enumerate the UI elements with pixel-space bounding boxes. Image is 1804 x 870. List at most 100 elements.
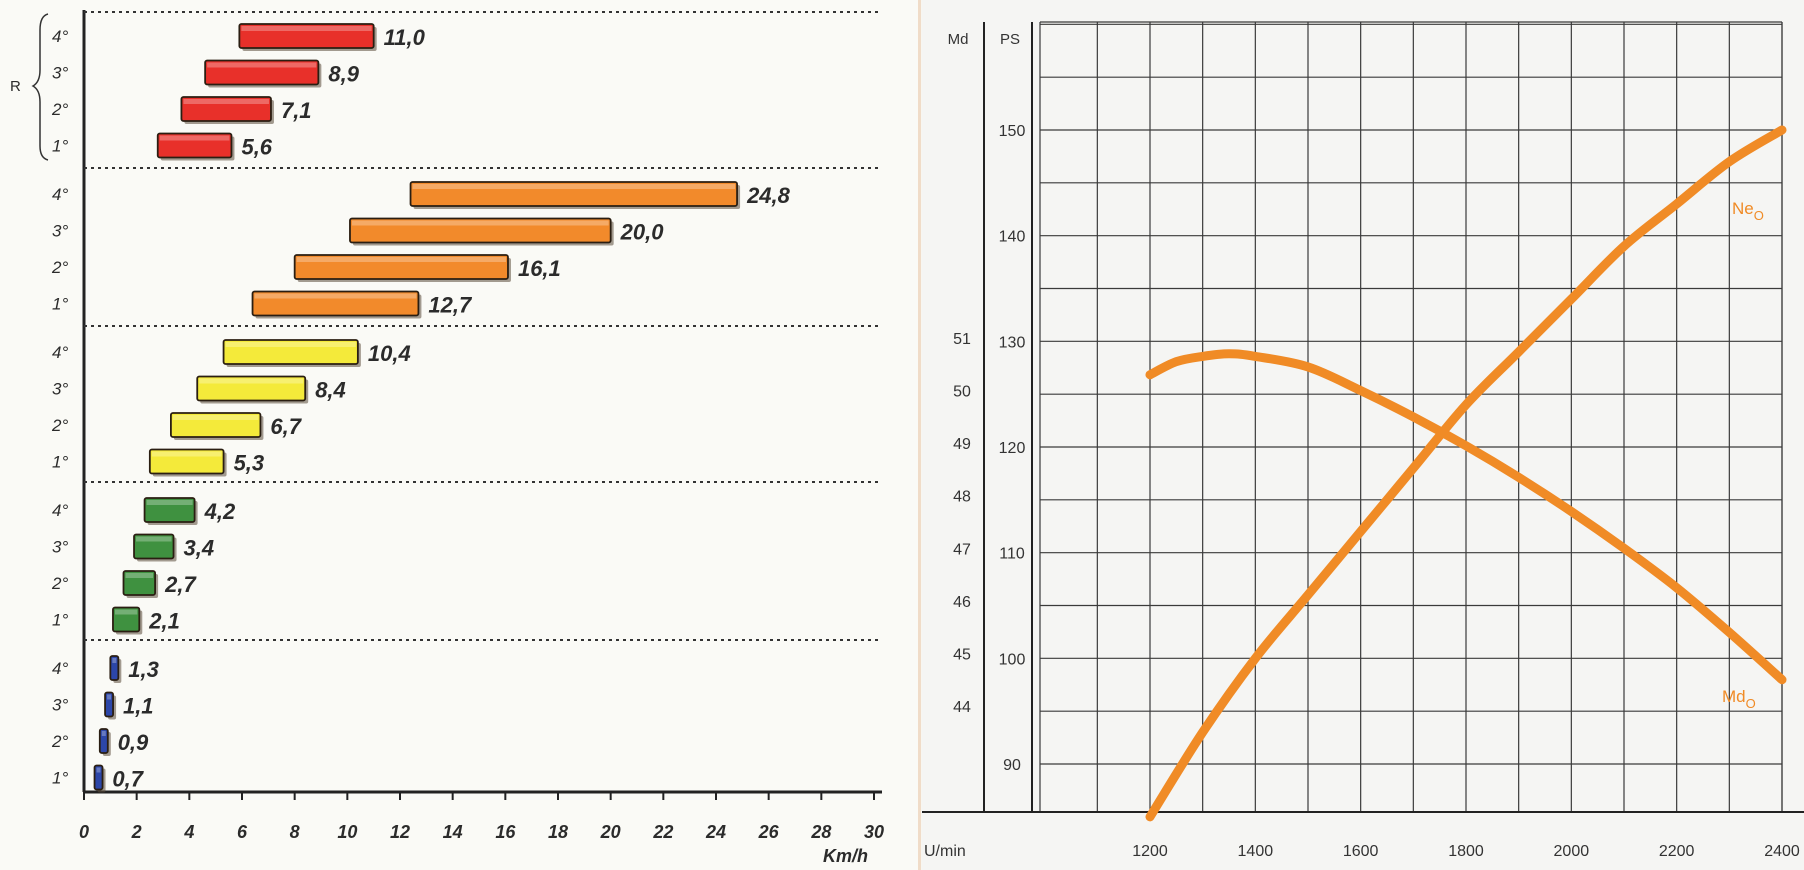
md-tick-label: 50: [953, 384, 971, 401]
md-tick-label: 46: [953, 594, 971, 611]
gear-label: 4°: [52, 343, 68, 362]
speed-range-bar: [222, 339, 359, 365]
speed-range-bar: [133, 533, 175, 560]
ps-axis-title: PS: [1000, 31, 1020, 48]
ps-tick-label: 100: [999, 651, 1026, 668]
gear-label: 4°: [52, 185, 68, 204]
x-axis-unit: Km/h: [823, 846, 868, 866]
speed-range-bar: [204, 59, 320, 86]
speed-range-bar: [238, 23, 375, 49]
md-tick-label: 45: [953, 646, 971, 663]
x-tick-label: 30: [864, 822, 884, 842]
series-line-ne: [1145, 125, 1787, 822]
speed-range-bar: [98, 728, 109, 754]
speed-range-bar: [251, 290, 420, 317]
bar-highlight: [107, 694, 112, 700]
speed-range-bar: [93, 764, 104, 791]
bar-highlight: [151, 451, 222, 457]
panel-divider: [918, 0, 921, 870]
gear-label: 1°: [52, 611, 68, 630]
speed-range-bar: [112, 606, 141, 633]
series-label-ne: NeO: [1732, 199, 1764, 223]
bar-highlight: [114, 609, 138, 615]
x-tick-label: 16: [495, 822, 516, 842]
ps-tick-label: 130: [999, 334, 1026, 351]
speed-range-bar: [180, 96, 272, 122]
bar-highlight: [146, 500, 193, 505]
x-tick-label: 12: [390, 822, 410, 842]
bar-highlight: [96, 767, 101, 773]
bar-highlight: [351, 220, 609, 226]
bar-highlight: [101, 731, 106, 736]
x-tick-label: 28: [810, 822, 831, 842]
ps-tick-label: 140: [999, 229, 1026, 246]
gear-label: 3°: [52, 64, 68, 83]
ps-tick-label: 150: [999, 123, 1026, 140]
x-axis-title: U/min: [924, 843, 966, 860]
x-tick-label: 1400: [1238, 843, 1274, 860]
speed-range-bar: [409, 181, 738, 207]
bar-value-label: 2,7: [164, 572, 197, 597]
gear-label: 2°: [51, 416, 68, 435]
gear-label: 1°: [52, 769, 68, 788]
gear-label: 3°: [52, 696, 68, 715]
speed-range-bar: [122, 570, 157, 596]
bar-value-label: 16,1: [518, 256, 561, 281]
x-tick-label: 26: [758, 822, 780, 842]
x-tick-label: 22: [652, 822, 673, 842]
bar-highlight: [241, 26, 372, 31]
bar-highlight: [225, 342, 356, 347]
x-tick-label: 1200: [1132, 843, 1168, 860]
bar-highlight: [183, 99, 269, 104]
bar-value-label: 20,0: [620, 220, 665, 245]
bar-highlight: [172, 415, 259, 420]
bar-value-label: 7,1: [281, 98, 312, 123]
bar-value-label: 2,1: [148, 609, 180, 634]
bar-value-label: 3,4: [184, 536, 215, 561]
x-tick-label: 1600: [1343, 843, 1379, 860]
bar-value-label: 12,7: [428, 293, 473, 318]
gear-label: 2°: [51, 732, 68, 751]
series-label-md: MdO: [1722, 687, 1756, 711]
gear-label: 2°: [51, 574, 68, 593]
bar-highlight: [125, 573, 154, 578]
x-tick-label: 2: [131, 822, 142, 842]
bar-value-label: 8,9: [328, 62, 359, 87]
bar-value-label: 1,3: [128, 657, 159, 682]
x-tick-label: 1800: [1448, 843, 1484, 860]
bar-value-label: 5,6: [241, 135, 272, 160]
x-tick-label: 14: [443, 822, 463, 842]
ps-tick-label: 120: [999, 440, 1026, 457]
speed-range-bar: [104, 691, 114, 718]
bar-value-label: 0,7: [112, 767, 144, 792]
gear-label: 2°: [51, 100, 68, 119]
series-name: Md: [1722, 687, 1746, 706]
engine-curve-chart: Md PS 90 100 110 120 130 140 150 44 45 46 47 48 49 50 51…: [922, 0, 1804, 870]
bar-highlight: [207, 62, 317, 68]
ps-tick-label: 110: [999, 546, 1025, 563]
bar-value-label: 0,9: [118, 730, 149, 755]
gear-label: 3°: [52, 380, 68, 399]
speed-range-bar: [196, 375, 307, 402]
x-tick-label: 4: [183, 822, 194, 842]
bar-value-label: 10,4: [368, 341, 411, 366]
speed-range-bar: [148, 448, 225, 475]
reverse-group-label: R: [10, 78, 21, 95]
bar-highlight: [199, 378, 304, 384]
gear-label: 4°: [52, 659, 68, 678]
bar-highlight: [412, 184, 736, 189]
x-tick-label: 2200: [1659, 843, 1695, 860]
gear-label: 3°: [52, 222, 68, 241]
x-tick-label: 6: [237, 822, 248, 842]
gear-label: 4°: [52, 27, 68, 46]
x-tick-label: 2400: [1764, 843, 1800, 860]
gear-label: 1°: [52, 295, 68, 314]
x-tick-label: 24: [705, 822, 726, 842]
bar-value-label: 24,8: [746, 183, 791, 208]
series-subscript: O: [1746, 696, 1756, 711]
speed-range-bar: [169, 412, 262, 438]
x-tick-label: 10: [337, 822, 357, 842]
bar-value-label: 1,1: [123, 694, 154, 719]
gear-label: 1°: [52, 453, 68, 472]
